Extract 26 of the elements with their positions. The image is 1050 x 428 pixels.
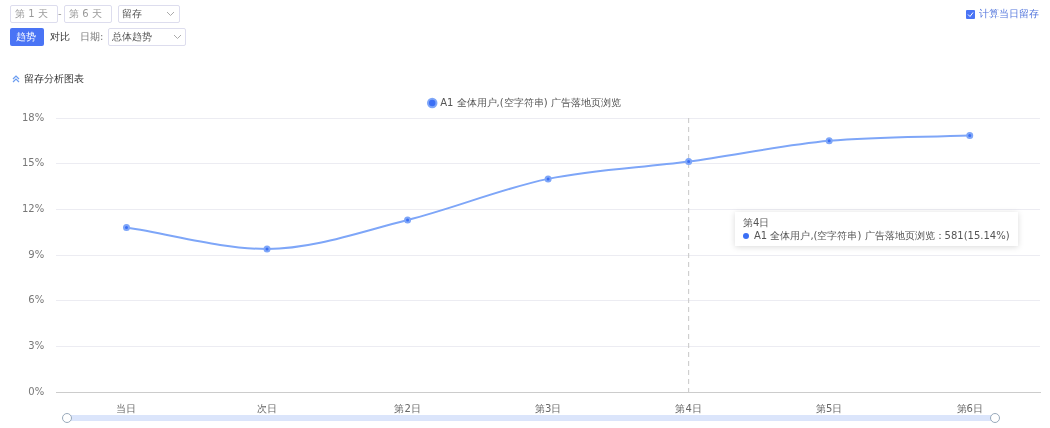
- annotation: 第4日 A1 全体用户,(空字符串) 广告落地页浏览：581(15.14%): [743, 216, 1010, 242]
- y-tick-label: 3%: [28, 339, 45, 351]
- x-tick-label: 第4日: [675, 402, 702, 414]
- text: 总体趋势: [112, 31, 152, 43]
- text: 趋势: [16, 31, 36, 43]
- text: 日期:: [80, 31, 104, 43]
- y-tick-label: 9%: [28, 248, 45, 260]
- y-tick-label: 6%: [28, 294, 45, 306]
- x-tick-label: 第6日: [956, 402, 983, 414]
- legend-label: A1 全体用户,(空字符串) 广告落地页浏览: [440, 96, 621, 108]
- x-tick-label: 第2日: [394, 402, 421, 414]
- chart-title: 留存分析图表: [24, 73, 84, 85]
- x-tick-label: 次日: [257, 402, 278, 414]
- text: -: [58, 8, 62, 20]
- y-tick-label: 0%: [28, 385, 45, 397]
- x-tick-label: 第5日: [816, 402, 843, 414]
- text: 留存: [122, 8, 142, 20]
- text: 计算当日留存: [979, 8, 1039, 20]
- x-tick-label: 当日: [116, 402, 137, 414]
- x-tick-label: 第3日: [534, 402, 562, 414]
- text: 第 1 天: [15, 8, 48, 20]
- y-tick-label: 12%: [21, 202, 45, 214]
- text: 对比: [50, 31, 70, 43]
- y-tick-label: 15%: [21, 157, 45, 169]
- y-tick-label: 18%: [21, 111, 45, 123]
- text: 第 6 天: [69, 8, 102, 20]
